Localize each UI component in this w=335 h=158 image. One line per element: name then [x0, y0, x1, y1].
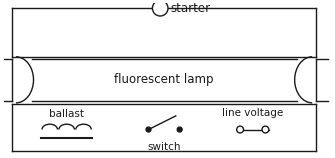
Circle shape — [262, 126, 269, 133]
Text: starter: starter — [171, 2, 211, 15]
Text: fluorescent lamp: fluorescent lamp — [114, 73, 214, 86]
Text: ballast: ballast — [49, 109, 84, 119]
Circle shape — [177, 127, 182, 132]
Circle shape — [152, 0, 168, 16]
Text: line voltage: line voltage — [222, 108, 283, 118]
Circle shape — [237, 126, 244, 133]
Text: switch: switch — [147, 142, 181, 152]
Circle shape — [146, 127, 151, 132]
